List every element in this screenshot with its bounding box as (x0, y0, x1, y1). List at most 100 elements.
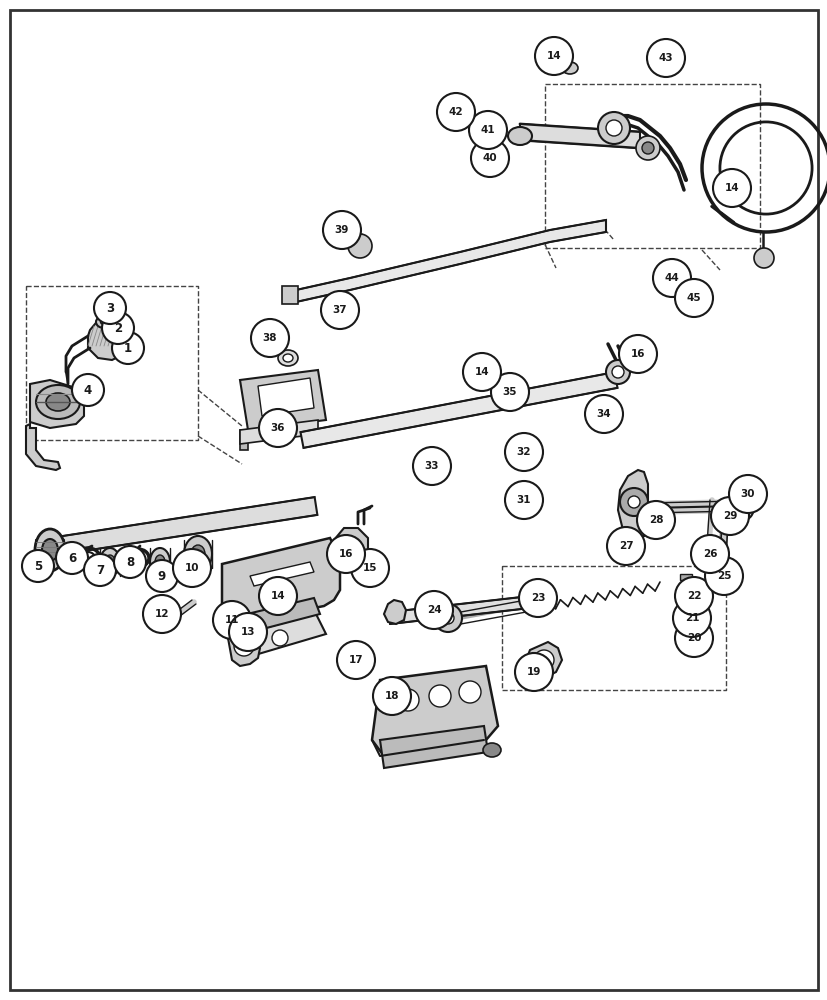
Circle shape (428, 685, 451, 707)
Ellipse shape (96, 316, 112, 328)
Circle shape (72, 374, 104, 406)
Circle shape (533, 650, 553, 670)
Ellipse shape (638, 356, 653, 368)
Circle shape (114, 546, 146, 578)
Circle shape (146, 560, 178, 592)
Text: 23: 23 (530, 593, 545, 603)
Polygon shape (390, 594, 547, 624)
Circle shape (468, 111, 506, 149)
Circle shape (753, 248, 773, 268)
Text: 27: 27 (618, 541, 633, 551)
Circle shape (213, 601, 251, 639)
Circle shape (259, 577, 297, 615)
Circle shape (327, 535, 365, 573)
Polygon shape (519, 124, 639, 148)
Ellipse shape (100, 548, 120, 576)
Bar (282, 286, 298, 304)
Text: 14: 14 (474, 367, 489, 377)
Circle shape (691, 535, 728, 573)
Circle shape (646, 39, 684, 77)
Text: 15: 15 (362, 563, 377, 573)
Circle shape (453, 112, 466, 124)
Bar (679, 574, 691, 580)
Text: 32: 32 (516, 447, 531, 457)
Text: 6: 6 (68, 552, 76, 564)
Circle shape (260, 590, 280, 610)
Circle shape (605, 360, 629, 384)
Polygon shape (222, 598, 319, 638)
Circle shape (413, 447, 451, 485)
Polygon shape (250, 562, 313, 586)
Circle shape (534, 37, 572, 75)
Circle shape (458, 681, 480, 703)
Ellipse shape (35, 529, 65, 571)
Text: 11: 11 (224, 615, 239, 625)
Circle shape (143, 595, 181, 633)
Text: 25: 25 (716, 571, 730, 581)
Text: 37: 37 (332, 305, 347, 315)
Text: 22: 22 (686, 591, 700, 601)
Ellipse shape (514, 395, 521, 401)
Circle shape (490, 373, 528, 411)
Circle shape (514, 653, 552, 691)
Circle shape (234, 636, 254, 656)
Ellipse shape (155, 555, 165, 569)
Circle shape (56, 542, 88, 574)
Circle shape (597, 112, 629, 144)
Circle shape (433, 604, 461, 632)
Circle shape (585, 395, 622, 433)
Polygon shape (240, 420, 318, 444)
Circle shape (102, 312, 134, 344)
Polygon shape (26, 424, 60, 470)
Ellipse shape (642, 360, 648, 364)
Text: 24: 24 (426, 605, 441, 615)
Ellipse shape (283, 354, 293, 362)
Text: 35: 35 (502, 387, 517, 397)
Polygon shape (222, 538, 340, 630)
Ellipse shape (482, 743, 500, 757)
Text: 8: 8 (126, 556, 134, 568)
Text: 17: 17 (348, 655, 363, 665)
Text: 1: 1 (124, 342, 131, 355)
Text: 21: 21 (684, 613, 699, 623)
Circle shape (704, 557, 742, 595)
Text: 42: 42 (448, 107, 463, 117)
Circle shape (619, 488, 648, 516)
Ellipse shape (682, 611, 700, 625)
Text: 10: 10 (184, 563, 199, 573)
Polygon shape (240, 430, 248, 450)
Ellipse shape (529, 449, 538, 455)
Circle shape (504, 433, 543, 471)
Text: 14: 14 (270, 591, 285, 601)
Ellipse shape (354, 657, 361, 663)
Circle shape (94, 292, 126, 324)
Ellipse shape (278, 350, 298, 366)
Ellipse shape (191, 545, 205, 563)
Polygon shape (227, 614, 326, 660)
Polygon shape (30, 380, 84, 428)
Circle shape (728, 475, 766, 513)
Ellipse shape (687, 615, 696, 621)
Ellipse shape (488, 375, 495, 380)
Text: 19: 19 (526, 667, 541, 677)
Circle shape (674, 619, 712, 657)
Text: 39: 39 (334, 225, 349, 235)
Circle shape (259, 409, 297, 447)
Text: 44: 44 (664, 273, 679, 283)
Circle shape (641, 142, 653, 154)
Text: 34: 34 (596, 409, 610, 419)
Circle shape (437, 93, 475, 131)
Ellipse shape (263, 344, 273, 352)
Polygon shape (380, 726, 487, 768)
Text: 43: 43 (658, 53, 672, 63)
Circle shape (636, 501, 674, 539)
Circle shape (347, 234, 371, 258)
Circle shape (710, 497, 748, 535)
Circle shape (84, 554, 116, 586)
Circle shape (471, 139, 509, 177)
Ellipse shape (524, 445, 543, 459)
Text: 12: 12 (155, 609, 169, 619)
Ellipse shape (42, 539, 58, 561)
Polygon shape (525, 642, 562, 678)
Text: 33: 33 (424, 461, 438, 471)
